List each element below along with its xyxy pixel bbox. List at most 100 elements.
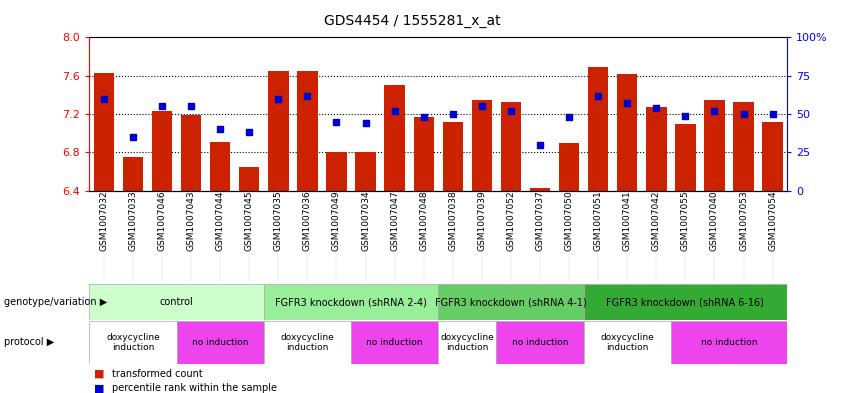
Text: FGFR3 knockdown (shRNA 4-1): FGFR3 knockdown (shRNA 4-1) xyxy=(435,297,587,307)
Text: doxycycline
induction: doxycycline induction xyxy=(106,332,160,352)
Point xyxy=(126,134,140,140)
Text: GSM1007050: GSM1007050 xyxy=(564,191,574,252)
Bar xyxy=(559,143,580,191)
Text: GSM1007053: GSM1007053 xyxy=(739,191,748,252)
Point xyxy=(243,129,256,136)
Text: GSM1007038: GSM1007038 xyxy=(448,191,457,252)
Text: GSM1007046: GSM1007046 xyxy=(157,191,167,251)
Text: GSM1007040: GSM1007040 xyxy=(710,191,719,251)
Text: GSM1007037: GSM1007037 xyxy=(535,191,545,252)
Text: doxycycline
induction: doxycycline induction xyxy=(601,332,654,352)
Bar xyxy=(268,71,288,191)
Bar xyxy=(588,67,608,191)
Text: no induction: no induction xyxy=(367,338,423,347)
Bar xyxy=(500,103,521,191)
Bar xyxy=(351,321,438,364)
Text: GSM1007041: GSM1007041 xyxy=(623,191,631,251)
Bar xyxy=(705,99,725,191)
Bar xyxy=(94,73,114,191)
Point xyxy=(708,108,722,114)
Text: GSM1007042: GSM1007042 xyxy=(652,191,661,251)
Bar xyxy=(617,74,637,191)
Bar xyxy=(123,157,143,191)
Bar xyxy=(385,85,405,191)
Point xyxy=(329,119,343,125)
Bar xyxy=(496,321,584,364)
Text: GSM1007055: GSM1007055 xyxy=(681,191,690,252)
Point xyxy=(678,112,692,119)
Point xyxy=(649,105,663,111)
Text: no induction: no induction xyxy=(192,338,248,347)
Point xyxy=(737,111,751,117)
Bar xyxy=(181,115,202,191)
Text: doxycycline
induction: doxycycline induction xyxy=(441,332,494,352)
Point xyxy=(388,108,402,114)
Text: GSM1007033: GSM1007033 xyxy=(129,191,138,252)
Text: GSM1007034: GSM1007034 xyxy=(361,191,370,251)
Point xyxy=(563,114,576,120)
Bar xyxy=(89,321,176,364)
Bar xyxy=(762,122,783,191)
Bar xyxy=(239,167,260,191)
Text: GSM1007054: GSM1007054 xyxy=(768,191,777,251)
Text: GSM1007052: GSM1007052 xyxy=(506,191,516,251)
Text: no induction: no induction xyxy=(511,338,568,347)
Point xyxy=(534,141,547,148)
Text: no induction: no induction xyxy=(700,338,757,347)
Text: genotype/variation ▶: genotype/variation ▶ xyxy=(4,297,107,307)
Bar xyxy=(646,107,666,191)
Text: FGFR3 knockdown (shRNA 6-16): FGFR3 knockdown (shRNA 6-16) xyxy=(607,297,764,307)
Bar xyxy=(414,117,434,191)
Text: FGFR3 knockdown (shRNA 2-4): FGFR3 knockdown (shRNA 2-4) xyxy=(275,297,427,307)
Bar xyxy=(584,321,671,364)
Bar xyxy=(264,284,438,320)
Text: GSM1007045: GSM1007045 xyxy=(245,191,254,251)
Point xyxy=(620,100,634,107)
Text: GSM1007035: GSM1007035 xyxy=(274,191,283,252)
Bar xyxy=(671,321,787,364)
Text: GSM1007044: GSM1007044 xyxy=(215,191,225,251)
Text: GDS4454 / 1555281_x_at: GDS4454 / 1555281_x_at xyxy=(324,14,501,28)
Text: protocol ▶: protocol ▶ xyxy=(4,337,54,347)
Bar xyxy=(443,122,463,191)
Bar xyxy=(297,71,317,191)
Point xyxy=(271,95,285,102)
Point xyxy=(155,103,168,109)
Text: GSM1007032: GSM1007032 xyxy=(100,191,108,251)
Bar xyxy=(356,152,376,191)
Point xyxy=(300,92,314,99)
Text: GSM1007048: GSM1007048 xyxy=(420,191,428,251)
Text: ■: ■ xyxy=(94,383,104,393)
Point xyxy=(359,120,373,126)
Bar xyxy=(675,123,695,191)
Bar xyxy=(264,321,351,364)
Point xyxy=(475,103,488,109)
Bar xyxy=(326,152,346,191)
Text: GSM1007036: GSM1007036 xyxy=(303,191,312,252)
Bar xyxy=(89,284,264,320)
Bar xyxy=(734,103,754,191)
Point xyxy=(214,126,227,132)
Bar xyxy=(471,99,492,191)
Bar xyxy=(438,284,584,320)
Text: percentile rank within the sample: percentile rank within the sample xyxy=(112,383,277,393)
Text: control: control xyxy=(160,297,193,307)
Text: transformed count: transformed count xyxy=(112,369,203,379)
Bar xyxy=(176,321,264,364)
Point xyxy=(446,111,460,117)
Text: doxycycline
induction: doxycycline induction xyxy=(281,332,334,352)
Text: GSM1007051: GSM1007051 xyxy=(594,191,603,252)
Text: GSM1007043: GSM1007043 xyxy=(186,191,196,251)
Bar xyxy=(530,188,551,191)
Point xyxy=(185,103,198,109)
Bar xyxy=(438,321,496,364)
Bar xyxy=(210,142,231,191)
Text: ■: ■ xyxy=(94,369,104,379)
Text: GSM1007047: GSM1007047 xyxy=(390,191,399,251)
Point xyxy=(97,95,111,102)
Point xyxy=(417,114,431,120)
Point xyxy=(591,92,605,99)
Bar xyxy=(151,111,172,191)
Text: GSM1007039: GSM1007039 xyxy=(477,191,487,252)
Bar xyxy=(584,284,787,320)
